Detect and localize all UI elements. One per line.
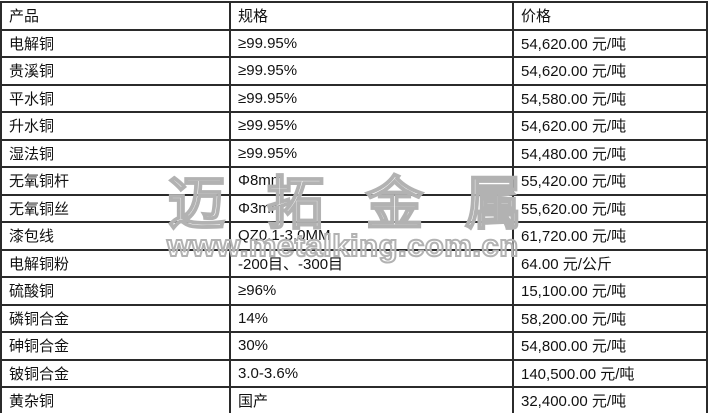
product-cell: 湿法铜 xyxy=(0,138,231,168)
spec-cell: 3.0-3.6% xyxy=(229,358,514,388)
spec-cell: ≥99.95% xyxy=(229,28,514,58)
spec-cell: 国产 xyxy=(229,386,514,413)
product-cell: 漆包线 xyxy=(0,221,231,251)
table-row: 漆包线 QZ0.1-3.0MM 61,720.00 元/吨 xyxy=(0,221,708,251)
product-cell: 砷铜合金 xyxy=(0,331,231,361)
price-cell: 58,200.00 元/吨 xyxy=(512,303,708,333)
price-cell: 32,400.00 元/吨 xyxy=(512,386,708,413)
product-cell: 平水铜 xyxy=(0,83,231,113)
product-cell: 电解铜 xyxy=(0,28,231,58)
product-cell: 无氧铜丝 xyxy=(0,193,231,223)
product-cell: 黄杂铜 xyxy=(0,386,231,413)
table-row: 铍铜合金 3.0-3.6% 140,500.00 元/吨 xyxy=(0,358,708,388)
spec-cell: Φ8mm xyxy=(229,166,514,196)
table-row: 黄杂铜 国产 32,400.00 元/吨 xyxy=(0,386,708,413)
spec-cell: ≥96% xyxy=(229,276,514,306)
product-cell: 电解铜粉 xyxy=(0,248,231,278)
spec-cell: QZ0.1-3.0MM xyxy=(229,221,514,251)
price-cell: 54,620.00 元/吨 xyxy=(512,28,708,58)
table-row: 贵溪铜 ≥99.95% 54,620.00 元/吨 xyxy=(0,56,708,86)
price-cell: 54,580.00 元/吨 xyxy=(512,83,708,113)
price-cell: 55,420.00 元/吨 xyxy=(512,166,708,196)
price-cell: 54,620.00 元/吨 xyxy=(512,111,708,141)
price-cell: 61,720.00 元/吨 xyxy=(512,221,708,251)
table-row: 电解铜粉 -200目、-300目 64.00 元/公斤 xyxy=(0,248,708,278)
spec-cell: -200目、-300目 xyxy=(229,248,514,278)
product-cell: 磷铜合金 xyxy=(0,303,231,333)
col-header-product: 产品 xyxy=(0,1,231,31)
table-row: 无氧铜丝 Φ3mm 55,620.00 元/吨 xyxy=(0,193,708,223)
spec-cell: Φ3mm xyxy=(229,193,514,223)
table-row: 升水铜 ≥99.95% 54,620.00 元/吨 xyxy=(0,111,708,141)
price-cell: 15,100.00 元/吨 xyxy=(512,276,708,306)
table-row: 湿法铜 ≥99.95% 54,480.00 元/吨 xyxy=(0,138,708,168)
col-header-spec: 规格 xyxy=(229,1,514,31)
table-row: 无氧铜杆 Φ8mm 55,420.00 元/吨 xyxy=(0,166,708,196)
price-cell: 64.00 元/公斤 xyxy=(512,248,708,278)
spec-cell: 14% xyxy=(229,303,514,333)
price-cell: 54,480.00 元/吨 xyxy=(512,138,708,168)
spec-cell: ≥99.95% xyxy=(229,83,514,113)
header-row: 产品 规格 价格 xyxy=(0,1,708,31)
table-row: 平水铜 ≥99.95% 54,580.00 元/吨 xyxy=(0,83,708,113)
product-cell: 升水铜 xyxy=(0,111,231,141)
col-header-price: 价格 xyxy=(512,1,708,31)
product-cell: 铍铜合金 xyxy=(0,358,231,388)
price-cell: 54,620.00 元/吨 xyxy=(512,56,708,86)
price-cell: 54,800.00 元/吨 xyxy=(512,331,708,361)
table-row: 硫酸铜 ≥96% 15,100.00 元/吨 xyxy=(0,276,708,306)
product-cell: 硫酸铜 xyxy=(0,276,231,306)
spec-cell: ≥99.95% xyxy=(229,56,514,86)
table-row: 电解铜 ≥99.95% 54,620.00 元/吨 xyxy=(0,28,708,58)
price-cell: 140,500.00 元/吨 xyxy=(512,358,708,388)
table-row: 磷铜合金 14% 58,200.00 元/吨 xyxy=(0,303,708,333)
product-cell: 贵溪铜 xyxy=(0,56,231,86)
table-row: 砷铜合金 30% 54,800.00 元/吨 xyxy=(0,331,708,361)
price-cell: 55,620.00 元/吨 xyxy=(512,193,708,223)
spec-cell: ≥99.95% xyxy=(229,111,514,141)
spec-cell: 30% xyxy=(229,331,514,361)
product-cell: 无氧铜杆 xyxy=(0,166,231,196)
spec-cell: ≥99.95% xyxy=(229,138,514,168)
